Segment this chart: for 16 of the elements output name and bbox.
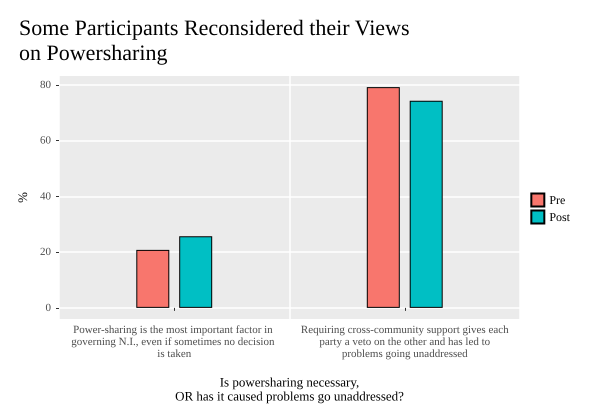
x-tick-label: Requiring cross-community support gives each party a veto on the other and has led to problems going unaddressed <box>300 324 510 360</box>
bar <box>366 87 400 308</box>
x-tick-label: Power-sharing is the most important factor in governing N.I., even if sometimes no decision is taken <box>71 324 278 360</box>
legend-label: Post <box>549 210 571 224</box>
bar <box>136 250 170 308</box>
y-tick-label: 20 <box>40 246 52 258</box>
y-axis-title: % <box>15 192 30 203</box>
y-tick-label: 60 <box>40 134 52 147</box>
bar <box>410 100 443 308</box>
y-tick-label: 0 <box>46 302 52 314</box>
chart-title: Some Participants Reconsidered their Views on Powersharing <box>19 15 410 65</box>
bar <box>179 236 212 308</box>
x-axis-title: Is powersharing necessary, OR has it caused problems go unaddressed? <box>175 374 404 404</box>
legend-label: Pre <box>549 193 566 207</box>
y-tick-label: 80 <box>40 78 52 91</box>
y-tick-label: 40 <box>40 190 52 202</box>
